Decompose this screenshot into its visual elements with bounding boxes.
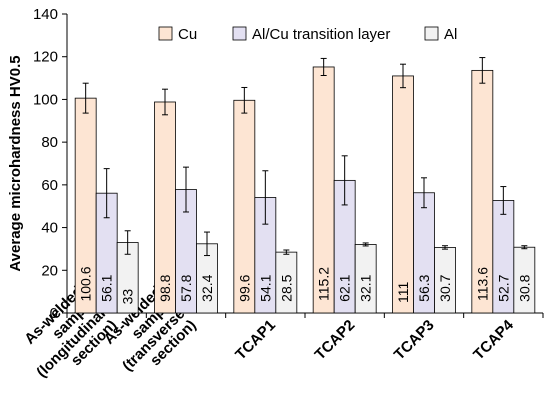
- y-tick-label: 20: [41, 262, 58, 279]
- y-tick-label: 100: [33, 91, 58, 108]
- data-label: 56.1: [99, 274, 115, 301]
- data-label: 98.8: [157, 274, 173, 301]
- data-label: 54.1: [257, 274, 273, 301]
- bar-cu-5: [392, 75, 414, 314]
- legend-label: Al: [444, 26, 457, 43]
- y-tick-label: 120: [33, 49, 58, 66]
- legend-label: Al/Cu transition layer: [252, 26, 390, 43]
- category-label: TCAP4: [470, 316, 517, 363]
- data-label: 30.7: [437, 274, 453, 301]
- category-label-group: TCAP4: [470, 316, 517, 363]
- data-label: 115.2: [316, 267, 332, 301]
- data-label: 111: [395, 282, 411, 303]
- bar-layer: 100.6 56.1 33 98.8 57.8 32.4 99.6 54.1 28.5 115.2…: [74, 57, 536, 314]
- category-label-group: TCAP3: [391, 317, 438, 364]
- category-label-group: TCAP1: [232, 317, 279, 364]
- y-tick-label: 140: [33, 6, 58, 23]
- data-label: 28.5: [278, 274, 294, 301]
- category-label: TCAP1: [232, 317, 279, 364]
- category-label: TCAP2: [312, 317, 359, 364]
- legend-swatch-al-cu-transition-layer: [232, 26, 247, 41]
- legend-label: Cu: [178, 26, 197, 43]
- data-label: 30.8: [516, 274, 532, 301]
- category-label: TCAP3: [391, 317, 438, 364]
- y-tick-label: 0: [50, 305, 58, 322]
- data-label: 32.4: [199, 274, 215, 301]
- y-tick-label: 40: [41, 220, 58, 237]
- data-label: 62.1: [337, 274, 353, 301]
- legend-swatch-cu: [158, 26, 173, 41]
- data-label: 57.8: [178, 274, 194, 301]
- data-label: 33: [120, 289, 136, 305]
- data-label: 113.6: [474, 267, 490, 301]
- category-label-group: TCAP2: [312, 317, 359, 364]
- y-tick-label: 80: [41, 134, 58, 151]
- y-axis-title: Average microhardness HV0.5: [7, 55, 24, 271]
- data-label: 99.6: [236, 274, 252, 301]
- data-label: 56.3: [416, 274, 432, 301]
- data-label: 52.7: [495, 274, 511, 301]
- data-label: 100.6: [78, 266, 94, 301]
- legend-swatch-al: [424, 26, 439, 41]
- y-tick-label: 60: [41, 177, 58, 194]
- legend: Cu Al/Cu transition layer Al: [158, 26, 457, 43]
- data-label: 32.1: [358, 274, 374, 301]
